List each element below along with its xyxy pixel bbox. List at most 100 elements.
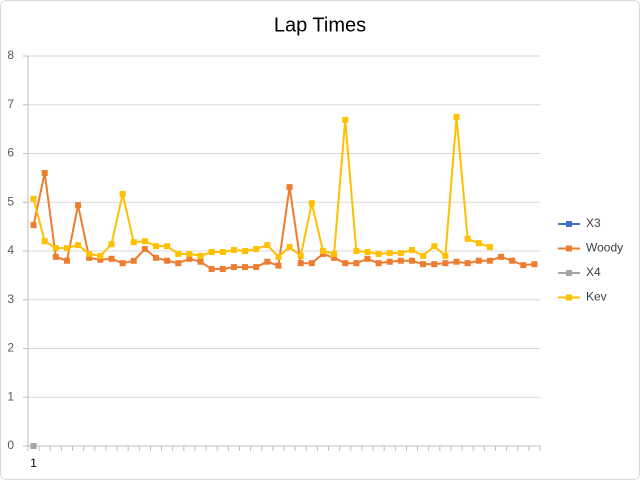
point	[342, 116, 349, 123]
point	[331, 250, 338, 257]
point	[30, 195, 37, 202]
point	[108, 255, 115, 262]
point	[409, 247, 415, 254]
point	[186, 250, 193, 257]
point	[52, 245, 59, 252]
point	[208, 248, 215, 255]
point	[520, 262, 527, 269]
point	[108, 241, 115, 248]
y-tick-label: 6	[7, 146, 14, 160]
point	[486, 244, 493, 251]
point	[397, 249, 404, 256]
point	[97, 252, 104, 259]
point	[353, 260, 360, 267]
point	[230, 264, 237, 271]
point	[75, 242, 82, 249]
point	[475, 240, 482, 247]
y-tick-label: 4	[7, 243, 14, 257]
point	[431, 261, 438, 268]
point	[342, 260, 349, 267]
legend-marker	[566, 270, 572, 276]
y-tick-label: 1	[7, 389, 14, 403]
point	[297, 260, 304, 267]
point	[442, 252, 449, 259]
point	[242, 248, 249, 254]
point	[431, 243, 438, 250]
point	[308, 200, 315, 207]
point	[41, 238, 48, 245]
y-tick-label: 8	[7, 48, 14, 62]
point	[286, 244, 293, 251]
point	[319, 248, 326, 254]
point	[164, 243, 171, 250]
y-tick-label: 3	[7, 292, 14, 306]
legend-marker	[566, 294, 572, 301]
point	[130, 257, 137, 264]
series-line	[32, 172, 535, 271]
legend-marker	[566, 221, 572, 227]
point	[375, 250, 382, 257]
point	[375, 260, 382, 267]
point	[386, 249, 393, 256]
point	[498, 253, 505, 260]
legend-label: Kev	[586, 290, 607, 304]
point	[52, 253, 59, 260]
point	[275, 262, 282, 269]
point	[197, 258, 204, 265]
point	[41, 170, 48, 176]
point	[364, 255, 371, 262]
point	[186, 255, 193, 262]
point	[63, 245, 70, 252]
point	[86, 250, 93, 257]
point	[286, 184, 293, 191]
legend-label: X4	[586, 265, 601, 279]
point	[153, 243, 159, 250]
point	[297, 252, 304, 259]
point	[253, 246, 260, 253]
y-tick-label: 5	[7, 194, 14, 208]
point	[175, 260, 182, 267]
point	[331, 254, 338, 261]
point	[208, 266, 215, 273]
x-tick-label: 1	[30, 456, 37, 470]
point	[230, 247, 237, 254]
point	[264, 258, 271, 265]
point	[197, 252, 204, 259]
point	[464, 235, 471, 242]
y-tick-label: 2	[7, 341, 14, 355]
point	[119, 190, 126, 197]
point	[420, 261, 427, 268]
point	[397, 257, 404, 264]
point	[509, 257, 516, 264]
point	[30, 443, 37, 449]
point	[119, 260, 126, 267]
point	[219, 266, 226, 273]
point	[253, 264, 260, 271]
y-tick-label: 7	[7, 97, 14, 111]
y-tick-label: 0	[7, 438, 14, 452]
legend-marker	[566, 245, 572, 252]
point	[442, 260, 449, 267]
point	[219, 248, 226, 255]
point	[453, 113, 460, 120]
point	[364, 248, 371, 255]
point	[353, 248, 360, 254]
legend-label: Woody	[586, 241, 623, 255]
point	[63, 257, 70, 264]
point	[242, 264, 249, 271]
point	[475, 257, 482, 264]
point	[30, 222, 37, 229]
point	[97, 256, 104, 263]
point	[453, 258, 460, 265]
point	[86, 254, 93, 261]
point	[386, 258, 393, 265]
point	[130, 239, 137, 246]
point	[153, 254, 159, 261]
point	[275, 253, 282, 260]
point	[531, 261, 538, 268]
point	[486, 257, 493, 264]
point	[464, 260, 471, 267]
point	[141, 246, 148, 253]
point	[409, 257, 415, 264]
